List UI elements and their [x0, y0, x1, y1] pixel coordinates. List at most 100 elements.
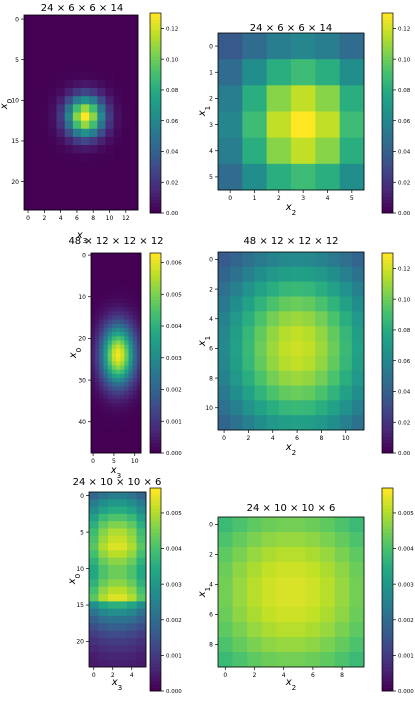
- colorbar-band: [150, 329, 161, 334]
- heatmap-cell: [128, 319, 134, 325]
- heatmap-cell: [72, 88, 82, 97]
- heatmap-cell: [351, 341, 365, 357]
- heatmap-cell: [107, 340, 113, 346]
- heatmap-cell: [116, 428, 121, 433]
- heatmap-cell: [105, 185, 114, 195]
- heatmap-cell: [124, 294, 129, 300]
- colorbar-band: [150, 49, 161, 54]
- heatmap-cell: [136, 423, 142, 429]
- heatmap-cell: [91, 278, 96, 283]
- colorbar-band: [382, 316, 393, 321]
- colorbar-band: [382, 276, 393, 281]
- heatmap-cell: [116, 423, 121, 429]
- colorbar-band: [150, 139, 161, 144]
- y-tick-label: 4: [209, 582, 213, 589]
- heatmap-cell: [132, 332, 138, 337]
- heatmap-cell: [24, 120, 33, 130]
- heatmap-cell: [276, 607, 292, 623]
- heatmap-cell: [98, 564, 109, 573]
- heatmap-cell: [24, 161, 33, 170]
- heatmap-cell: [81, 136, 90, 146]
- heatmap-cell: [97, 161, 106, 170]
- heatmap-cell: [103, 253, 109, 258]
- heatmap-cell: [105, 201, 114, 211]
- colorbar-tick-label: 0.003: [398, 582, 414, 588]
- heatmap-cell: [129, 169, 139, 178]
- colorbar-band: [150, 562, 161, 567]
- heatmap-cell: [95, 340, 100, 346]
- heatmap-cell: [242, 341, 255, 357]
- heatmap-cell: [103, 273, 109, 279]
- heatmap-cell: [113, 193, 123, 203]
- heatmap-cell: [103, 340, 109, 346]
- heatmap-cell: [95, 390, 100, 396]
- heatmap-cell: [72, 55, 82, 65]
- heatmap-cell: [303, 266, 316, 283]
- heatmap-cell: [247, 607, 263, 623]
- heatmap-cell: [120, 348, 125, 354]
- heatmap-cell: [113, 55, 123, 65]
- colorbar-band: [150, 86, 161, 91]
- heatmap-cell: [64, 96, 74, 105]
- heatmap-cell: [334, 637, 350, 653]
- heatmap-cell: [136, 506, 147, 515]
- colorbar-band: [382, 256, 393, 261]
- heatmap-cell: [132, 348, 138, 354]
- colorbar-band: [150, 93, 161, 97]
- heatmap-cell: [132, 344, 138, 350]
- heatmap-cell: [91, 294, 96, 300]
- heatmap-cell: [136, 608, 147, 617]
- heatmap-cell: [116, 365, 121, 371]
- heatmap-cell: [48, 169, 57, 178]
- colorbar-band: [382, 86, 393, 91]
- heatmap-cell: [132, 323, 138, 329]
- heatmap-cell: [113, 88, 123, 97]
- heatmap-cell: [64, 71, 74, 81]
- heatmap-cell: [230, 326, 243, 342]
- heatmap-cell: [97, 23, 106, 32]
- colorbar-band: [382, 663, 393, 668]
- heatmap-cell: [136, 407, 142, 412]
- heatmap-cell: [127, 572, 137, 580]
- colorbar-band: [150, 103, 161, 107]
- heatmap-cell: [99, 307, 104, 312]
- heatmap-cell: [89, 615, 99, 624]
- heatmap-cell: [116, 278, 121, 283]
- heatmap-cell: [136, 586, 147, 595]
- heatmap-cell: [121, 63, 131, 73]
- heatmap-cell: [128, 265, 134, 271]
- heatmap-cell: [107, 361, 113, 366]
- heatmap-cell: [349, 532, 365, 548]
- colorbar-band: [150, 579, 161, 584]
- heatmap-cell: [230, 341, 243, 357]
- heatmap-cell: [81, 169, 90, 178]
- y-tick-label: 40: [78, 419, 86, 426]
- heatmap-cell: [48, 47, 57, 56]
- y-axis-label: x0: [68, 347, 83, 359]
- heatmap-cell: [111, 340, 117, 346]
- colorbar-tick-label: 0.06: [398, 359, 411, 365]
- heatmap-cell: [95, 428, 100, 433]
- heatmap-cell: [91, 261, 96, 266]
- colorbar-tick-label: 0.000: [166, 689, 182, 695]
- heatmap-cell: [103, 444, 109, 450]
- heatmap-cell: [91, 348, 96, 354]
- heatmap-cell: [64, 136, 74, 146]
- heatmap-cell: [117, 659, 128, 668]
- heatmap-cell: [107, 315, 113, 321]
- heatmap-cell: [103, 286, 109, 291]
- heatmap-cell: [124, 378, 129, 383]
- chart-title: 48 × 12 × 12 × 12: [243, 236, 338, 247]
- heatmap-cell: [132, 423, 138, 429]
- colorbar-band: [150, 343, 161, 347]
- heatmap-cell: [99, 398, 104, 404]
- heatmap-cell: [99, 432, 104, 437]
- colorbar-band: [150, 498, 161, 502]
- heatmap-cell: [327, 341, 341, 357]
- heatmap-cell: [107, 378, 113, 383]
- heatmap-cell: [339, 59, 365, 86]
- heatmap-cell: [48, 177, 57, 186]
- heatmap-cell: [91, 415, 96, 421]
- heatmap-cell: [107, 390, 113, 396]
